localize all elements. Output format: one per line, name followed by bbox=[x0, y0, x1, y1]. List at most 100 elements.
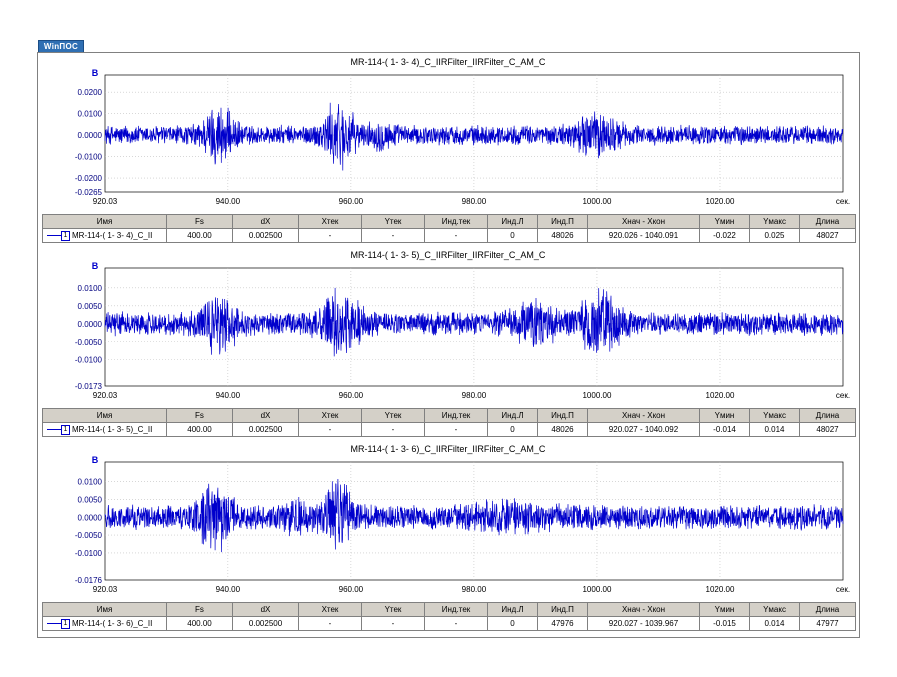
column-header[interactable]: Инд.тек bbox=[424, 408, 488, 423]
column-header[interactable]: dX bbox=[232, 602, 299, 617]
info-header-row: Имя Fs dX Xтек Yтек Инд.тек Инд.Л Инд.П Xнач - X… bbox=[42, 214, 856, 229]
column-header[interactable]: Xнач - Xкон bbox=[587, 408, 700, 423]
column-header[interactable]: Yмакс bbox=[749, 214, 800, 229]
column-header[interactable]: Yтек bbox=[361, 214, 425, 229]
info-cell-ymax: 0.014 bbox=[749, 616, 800, 631]
info-cell-xtek: - bbox=[298, 616, 362, 631]
info-data-row[interactable]: 1 MR-114-( 1- 3- 4)_C_II 400.00 0.002500- - -… bbox=[42, 228, 856, 243]
chart-svg-1[interactable]: MR-114-( 1- 3- 4)_C_IIRFilter_IIRFilter_… bbox=[38, 53, 859, 215]
y-tick-label: -0.0100 bbox=[75, 153, 103, 162]
column-header[interactable]: Длина bbox=[799, 408, 856, 423]
info-cell-ind_l: 0 bbox=[487, 616, 538, 631]
chart-panel-1: MR-114-( 1- 3- 4)_C_IIRFilter_IIRFilter_… bbox=[38, 53, 859, 246]
column-header[interactable]: Длина bbox=[799, 602, 856, 617]
y-tick-label: -0.0050 bbox=[75, 338, 103, 347]
x-tick-label: 920.03 bbox=[93, 391, 118, 400]
column-header[interactable]: Xнач - Xкон bbox=[587, 602, 700, 617]
column-header[interactable]: Длина bbox=[799, 214, 856, 229]
y-axis-unit: В bbox=[92, 261, 99, 271]
column-header[interactable]: dX bbox=[232, 214, 299, 229]
app-logo-text: WinПОС bbox=[43, 41, 79, 51]
info-cell-length: 48027 bbox=[799, 228, 856, 243]
info-table-3: Имя Fs dX Xтек Yтек Инд.тек Инд.Л Инд.П Xнач - X… bbox=[42, 602, 856, 631]
y-tick-label: 0.0050 bbox=[78, 302, 103, 311]
column-header[interactable]: Yмин bbox=[699, 408, 750, 423]
info-cell-fs: 400.00 bbox=[166, 422, 233, 437]
column-header[interactable]: Инд.тек bbox=[424, 214, 488, 229]
y-tick-label: -0.0176 bbox=[75, 576, 103, 585]
x-tick-label: 1000.00 bbox=[582, 197, 611, 206]
chart-title: MR-114-( 1- 3- 5)_C_IIRFilter_IIRFilter_… bbox=[351, 250, 546, 260]
info-cell-x_range: 920.027 - 1040.092 bbox=[587, 422, 700, 437]
info-cell-ymax: 0.014 bbox=[749, 422, 800, 437]
column-header[interactable]: Инд.П bbox=[537, 602, 588, 617]
series-index-badge: 1 bbox=[61, 424, 70, 435]
chart-title: MR-114-( 1- 3- 6)_C_IIRFilter_IIRFilter_… bbox=[351, 444, 546, 454]
series-name: MR-114-( 1- 3- 4)_C_II bbox=[72, 230, 153, 240]
x-tick-label: 920.03 bbox=[93, 585, 118, 594]
info-table-2: Имя Fs dX Xтек Yтек Инд.тек Инд.Л Инд.П Xнач - X… bbox=[42, 408, 856, 437]
column-header[interactable]: Fs bbox=[166, 408, 233, 423]
column-header[interactable]: Yмин bbox=[699, 214, 750, 229]
signal-trace bbox=[104, 102, 844, 171]
column-header[interactable]: Имя bbox=[42, 408, 167, 423]
series-name: MR-114-( 1- 3- 5)_C_II bbox=[72, 424, 153, 434]
x-tick-label: 1000.00 bbox=[582, 585, 611, 594]
x-tick-label: 1020.00 bbox=[706, 391, 735, 400]
info-data-row[interactable]: 1 MR-114-( 1- 3- 5)_C_II 400.00 0.002500- - -… bbox=[42, 422, 856, 437]
column-header[interactable]: Yтек bbox=[361, 602, 425, 617]
column-header[interactable]: Инд.П bbox=[537, 214, 588, 229]
chart-svg-2[interactable]: MR-114-( 1- 3- 5)_C_IIRFilter_IIRFilter_… bbox=[38, 246, 859, 409]
info-header-row: Имя Fs dX Xтек Yтек Инд.тек Инд.Л Инд.П Xнач - X… bbox=[42, 602, 856, 617]
info-cell-xtek: - bbox=[298, 228, 362, 243]
column-header[interactable]: Fs bbox=[166, 214, 233, 229]
info-cell-fs: 400.00 bbox=[166, 616, 233, 631]
chart-svg-3[interactable]: MR-114-( 1- 3- 6)_C_IIRFilter_IIRFilter_… bbox=[38, 440, 859, 603]
x-tick-label: 980.00 bbox=[462, 585, 487, 594]
info-cell-ind_tek: - bbox=[424, 422, 488, 437]
column-header[interactable]: Yтек bbox=[361, 408, 425, 423]
legend-line-icon bbox=[47, 623, 61, 624]
y-tick-label: 0.0000 bbox=[78, 513, 103, 522]
y-tick-label: -0.0265 bbox=[75, 188, 103, 197]
column-header[interactable]: Yмакс bbox=[749, 602, 800, 617]
info-data-row[interactable]: 1 MR-114-( 1- 3- 6)_C_II 400.00 0.002500- - -… bbox=[42, 616, 856, 631]
info-cell-length: 47977 bbox=[799, 616, 856, 631]
column-header[interactable]: Xтек bbox=[298, 214, 362, 229]
y-tick-label: -0.0050 bbox=[75, 531, 103, 540]
column-header[interactable]: dX bbox=[232, 408, 299, 423]
info-cell-ymin: -0.022 bbox=[699, 228, 750, 243]
info-cell-ymin: -0.015 bbox=[699, 616, 750, 631]
y-tick-label: 0.0000 bbox=[78, 131, 103, 140]
column-header[interactable]: Fs bbox=[166, 602, 233, 617]
x-tick-label: 940.00 bbox=[216, 197, 241, 206]
column-header[interactable]: Инд.Л bbox=[487, 408, 538, 423]
column-header[interactable]: Имя bbox=[42, 214, 167, 229]
column-header[interactable]: Xнач - Xкон bbox=[587, 214, 700, 229]
info-cell-ymax: 0.025 bbox=[749, 228, 800, 243]
column-header[interactable]: Xтек bbox=[298, 602, 362, 617]
legend-line-icon bbox=[47, 235, 61, 236]
column-header[interactable]: Xтек bbox=[298, 408, 362, 423]
column-header[interactable]: Инд.Л bbox=[487, 602, 538, 617]
series-index-badge: 1 bbox=[61, 230, 70, 241]
info-cell-ind_p: 48026 bbox=[537, 228, 588, 243]
column-header[interactable]: Инд.П bbox=[537, 408, 588, 423]
column-header[interactable]: Инд.тек bbox=[424, 602, 488, 617]
info-cell-ytek: - bbox=[361, 228, 425, 243]
column-header[interactable]: Имя bbox=[42, 602, 167, 617]
x-axis-unit: сек. bbox=[836, 585, 850, 594]
info-cell-dx: 0.002500 bbox=[232, 228, 299, 243]
info-cell-dx: 0.002500 bbox=[232, 616, 299, 631]
info-cell-ind_tek: - bbox=[424, 228, 488, 243]
x-tick-label: 960.00 bbox=[339, 197, 364, 206]
y-tick-label: -0.0100 bbox=[75, 356, 103, 365]
signal-trace bbox=[104, 287, 844, 357]
column-header[interactable]: Yмин bbox=[699, 602, 750, 617]
column-header[interactable]: Инд.Л bbox=[487, 214, 538, 229]
info-cell-ytek: - bbox=[361, 616, 425, 631]
y-tick-label: -0.0100 bbox=[75, 549, 103, 558]
column-header[interactable]: Yмакс bbox=[749, 408, 800, 423]
y-tick-label: -0.0173 bbox=[75, 382, 103, 391]
chart-panel-2: MR-114-( 1- 3- 5)_C_IIRFilter_IIRFilter_… bbox=[38, 246, 859, 440]
